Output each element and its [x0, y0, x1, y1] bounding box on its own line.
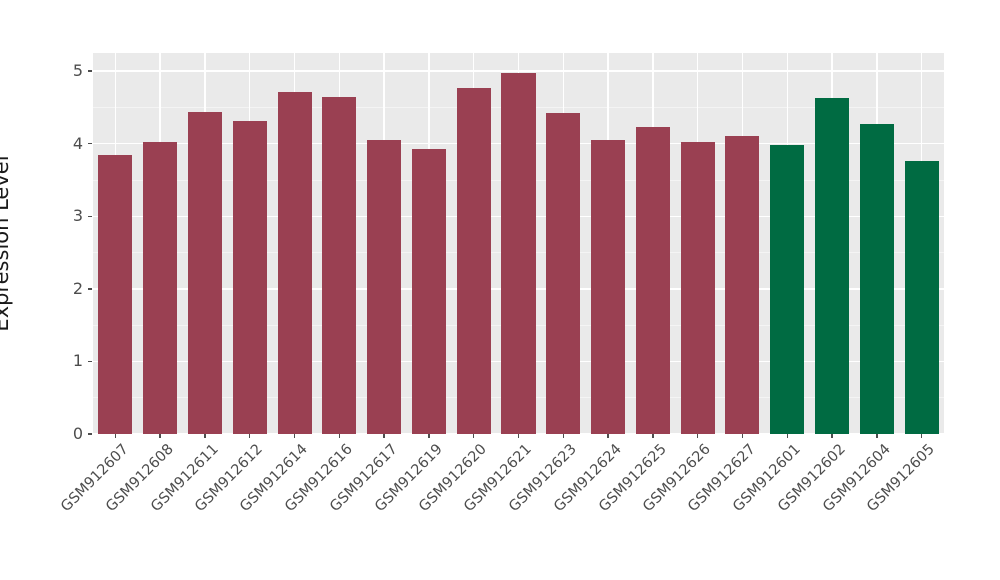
- x-tick-mark: [696, 434, 699, 438]
- y-tick-label: 5: [72, 61, 83, 81]
- x-tick-mark: [831, 434, 833, 438]
- bar: [98, 154, 133, 434]
- bar: [411, 148, 446, 434]
- y-tick-mark: [88, 360, 92, 363]
- y-tick-label: 0: [72, 424, 83, 443]
- y-tick-label: 4: [72, 133, 83, 153]
- bars-layer: [93, 53, 944, 434]
- x-tick-mark: [204, 434, 206, 438]
- bar: [143, 142, 178, 434]
- x-tick-mark: [741, 434, 744, 438]
- bar: [680, 142, 715, 434]
- bar: [591, 140, 626, 434]
- bar: [322, 97, 357, 434]
- bar: [367, 140, 402, 434]
- plot-panel: [93, 53, 944, 435]
- bar: [770, 145, 805, 434]
- x-tick-mark: [607, 434, 609, 438]
- bar: [456, 87, 491, 434]
- y-tick-mark: [88, 70, 92, 72]
- x-tick-mark: [473, 434, 475, 438]
- x-tick-mark: [114, 434, 117, 438]
- x-tick-mark: [876, 434, 878, 438]
- y-tick-mark: [88, 143, 92, 145]
- bar: [635, 127, 670, 434]
- x-tick-mark: [159, 434, 161, 438]
- bar: [277, 92, 312, 434]
- bar: [904, 161, 939, 434]
- bar: [187, 111, 222, 434]
- x-tick-mark: [293, 434, 296, 438]
- y-tick-label: 2: [72, 278, 83, 298]
- bar: [501, 72, 536, 434]
- x-tick-mark: [338, 434, 341, 438]
- bar: [232, 121, 267, 434]
- x-tick-mark: [920, 434, 923, 438]
- y-axis-title-text: Expression Level: [0, 155, 13, 332]
- bar: [725, 136, 760, 434]
- x-tick-mark: [249, 434, 251, 438]
- y-tick-mark: [88, 215, 92, 217]
- bar: [546, 113, 581, 434]
- x-tick-mark: [428, 434, 430, 438]
- x-tick-mark: [383, 434, 385, 438]
- y-tick-label: 1: [72, 351, 83, 371]
- y-tick-mark: [88, 288, 92, 290]
- x-tick-mark: [517, 434, 520, 438]
- x-tick-mark: [786, 434, 788, 438]
- bar: [859, 124, 894, 434]
- bar: [815, 98, 850, 434]
- y-tick-label: 3: [72, 206, 83, 226]
- y-tick-mark: [88, 433, 92, 435]
- x-tick-mark: [562, 434, 564, 438]
- x-tick-mark: [652, 434, 654, 438]
